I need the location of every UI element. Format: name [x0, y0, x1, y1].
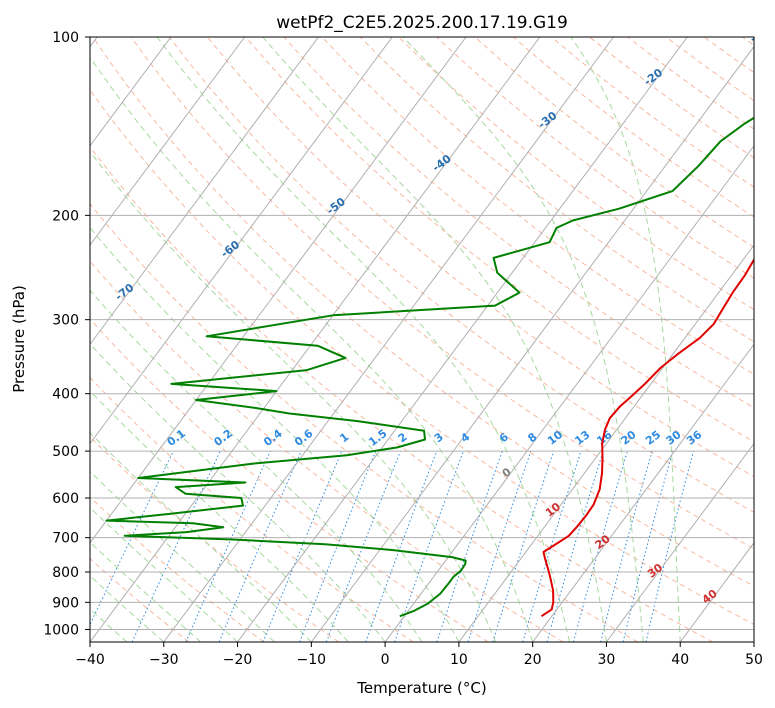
x-tick-label: −40 [75, 652, 105, 668]
moist-adiabat-line [90, 343, 386, 642]
isotherm-line [90, 37, 393, 445]
x-tick-label: 20 [524, 652, 542, 668]
isotherm-line [458, 244, 754, 642]
dry-adiabat-line [359, 37, 754, 343]
isotherm-line [384, 145, 754, 642]
mixing-ratio-line [365, 450, 438, 642]
moist-adiabat-line [90, 575, 165, 642]
moist-adiabat-line [90, 226, 460, 642]
x-tick-label: 40 [671, 652, 689, 668]
y-tick-label: 300 [52, 313, 79, 329]
isotherm-line [310, 45, 754, 642]
mixing-ratio-line [185, 450, 271, 642]
moist-adiabat-line [156, 37, 571, 642]
y-tick-label: 100 [52, 30, 79, 46]
y-tick-label: 500 [52, 444, 79, 460]
isotherm-line [606, 442, 754, 642]
y-tick-label: 900 [52, 595, 79, 611]
dry-adiabat-line [90, 203, 639, 642]
moist-adiabat-line [402, 37, 644, 642]
dry-adiabat-line [90, 557, 190, 642]
isotherm-line [532, 343, 754, 642]
moist-adiabats [90, 37, 681, 642]
mixing-ratio-line [325, 450, 401, 642]
dry-adiabat-line [92, 37, 754, 587]
isotherm-line [237, 37, 688, 642]
moist-adiabat-line [570, 37, 681, 642]
x-tick-label: 10 [450, 652, 468, 668]
x-tick-label: 50 [745, 652, 763, 668]
mixing-ratio-line [546, 450, 604, 642]
x-tick-label: −20 [223, 652, 253, 668]
dry-adiabat-line [90, 146, 713, 642]
x-axis-label: Temperature (°C) [356, 679, 486, 697]
mixing-ratio-line [218, 450, 302, 642]
dry-adiabat-line [283, 37, 754, 409]
y-tick-label: 1000 [43, 622, 79, 638]
y-tick-label: 600 [52, 491, 79, 507]
x-tick-label: −10 [297, 652, 327, 668]
x-tick-label: −30 [149, 652, 179, 668]
moist-adiabat-line [90, 56, 534, 642]
isotherm-line [90, 37, 246, 246]
isobar-lines [90, 37, 754, 630]
isotherm-line [90, 37, 319, 346]
x-tick-label: 30 [598, 652, 616, 668]
isotherm-line [90, 37, 541, 642]
mixing-ratio-line [573, 450, 628, 642]
y-axis-label: Pressure (hPa) [10, 285, 28, 393]
mixing-ratio-line [492, 450, 555, 642]
y-tick-label: 200 [52, 208, 79, 224]
dry-adiabat-line [90, 89, 754, 626]
temperature-profile-line [540, 257, 754, 618]
moist-adiabat-line [90, 150, 497, 642]
dry-adiabat-line [245, 37, 754, 443]
moist-adiabat-line [90, 470, 275, 642]
moist-adiabat-line [262, 37, 607, 642]
isotherm-line [163, 37, 614, 642]
moist-adiabat-line [90, 289, 423, 642]
moist-adiabat-line [90, 541, 202, 642]
plot-area: 0.10.20.40.611.52346810131620253036-100-… [90, 37, 754, 642]
isotherm-line [90, 37, 172, 147]
mixing-ratio-line [299, 450, 377, 642]
dry-adiabat-line [168, 37, 754, 513]
dry-adiabat-line [90, 376, 414, 642]
y-tick-label: 400 [52, 387, 79, 403]
isotherm-lines [90, 37, 754, 642]
mixing-ratio-line [262, 450, 343, 642]
chart-title: wetPf2_C2E5.2025.200.17.19.G19 [276, 13, 568, 33]
y-tick-label: 700 [52, 531, 79, 547]
moist-adiabat-line [90, 506, 238, 642]
x-axis-ticks: −40 −30 −20 −10 0 10 20 30 40 50 [75, 642, 763, 668]
mixing-ratio-line [467, 450, 532, 642]
dewpoint-profile-line [105, 116, 754, 618]
mixing-ratio-line [436, 450, 503, 642]
mixing-ratio-line [622, 450, 674, 642]
mixing-ratio-line [600, 450, 653, 642]
plot-frame [89, 36, 755, 643]
profile-series [105, 116, 754, 618]
y-tick-label: 800 [52, 565, 79, 581]
y-axis-ticks: 100 200 300 400 500 600 700 800 900 1000 [43, 30, 90, 638]
x-tick-label: 0 [381, 652, 390, 668]
